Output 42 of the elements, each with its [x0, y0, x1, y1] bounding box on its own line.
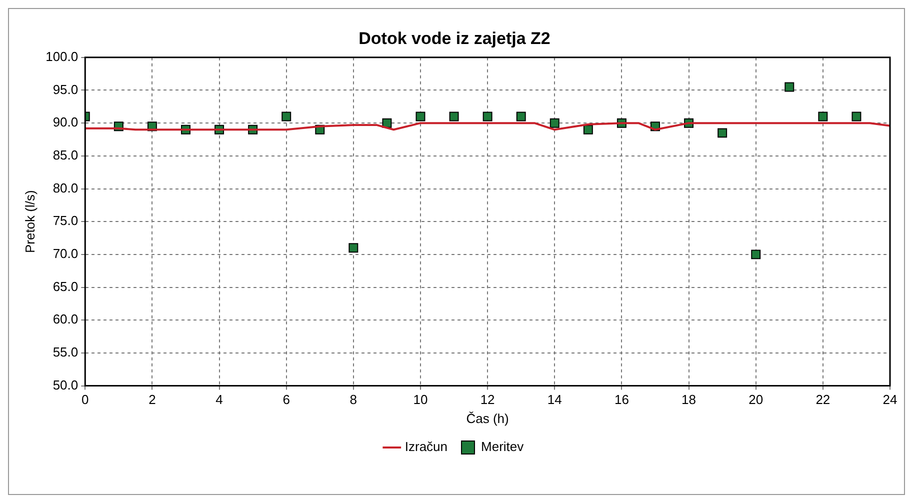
- point: [282, 112, 292, 122]
- y-tick-label: 70.0: [52, 246, 78, 262]
- point: [482, 112, 492, 122]
- y-tick-label: 85.0: [52, 148, 78, 162]
- point: [348, 243, 358, 253]
- legend-label: Meritev: [481, 439, 524, 454]
- x-tick-label: 16: [614, 392, 629, 408]
- x-tick-label: 14: [547, 392, 562, 408]
- x-tick-label: 18: [682, 392, 696, 408]
- x-tick-label: 10: [413, 392, 428, 408]
- y-axis-title: Pretok (l/s): [22, 190, 38, 254]
- y-tick-label: 100.0: [46, 48, 78, 64]
- point: [516, 112, 526, 122]
- x-tick-label: 8: [350, 392, 358, 408]
- point: [416, 112, 426, 122]
- point: [718, 128, 728, 138]
- point: [784, 82, 794, 92]
- chart-title: Dotok vode iz zajetja Z2: [358, 28, 550, 48]
- point: [751, 250, 761, 260]
- x-tick-label: 20: [748, 392, 764, 408]
- y-tick-label: 50.0: [52, 377, 78, 392]
- x-tick-label: 24: [882, 392, 898, 408]
- point: [852, 112, 862, 122]
- x-tick-label: 12: [480, 392, 495, 408]
- y-tick-label: 75.0: [52, 213, 78, 228]
- point: [818, 112, 828, 122]
- y-tick-label: 60.0: [52, 312, 78, 327]
- x-tick-label: 22: [816, 392, 830, 408]
- point: [550, 118, 560, 128]
- y-tick-label: 95.0: [52, 82, 78, 97]
- x-tick-label: 0: [82, 392, 89, 408]
- y-tick-label: 90.0: [52, 114, 78, 130]
- y-tick-label: 80.0: [52, 180, 78, 196]
- x-tick-label: 2: [148, 392, 156, 408]
- x-tick-label: 4: [216, 392, 223, 408]
- y-tick-label: 65.0: [52, 278, 78, 294]
- x-tick-label: 6: [282, 392, 290, 408]
- point: [583, 124, 593, 134]
- legend-label: Izračun: [404, 439, 448, 454]
- point: [449, 112, 459, 122]
- x-axis-title: Čas (h): [466, 410, 509, 426]
- y-tick-label: 55.0: [52, 344, 78, 360]
